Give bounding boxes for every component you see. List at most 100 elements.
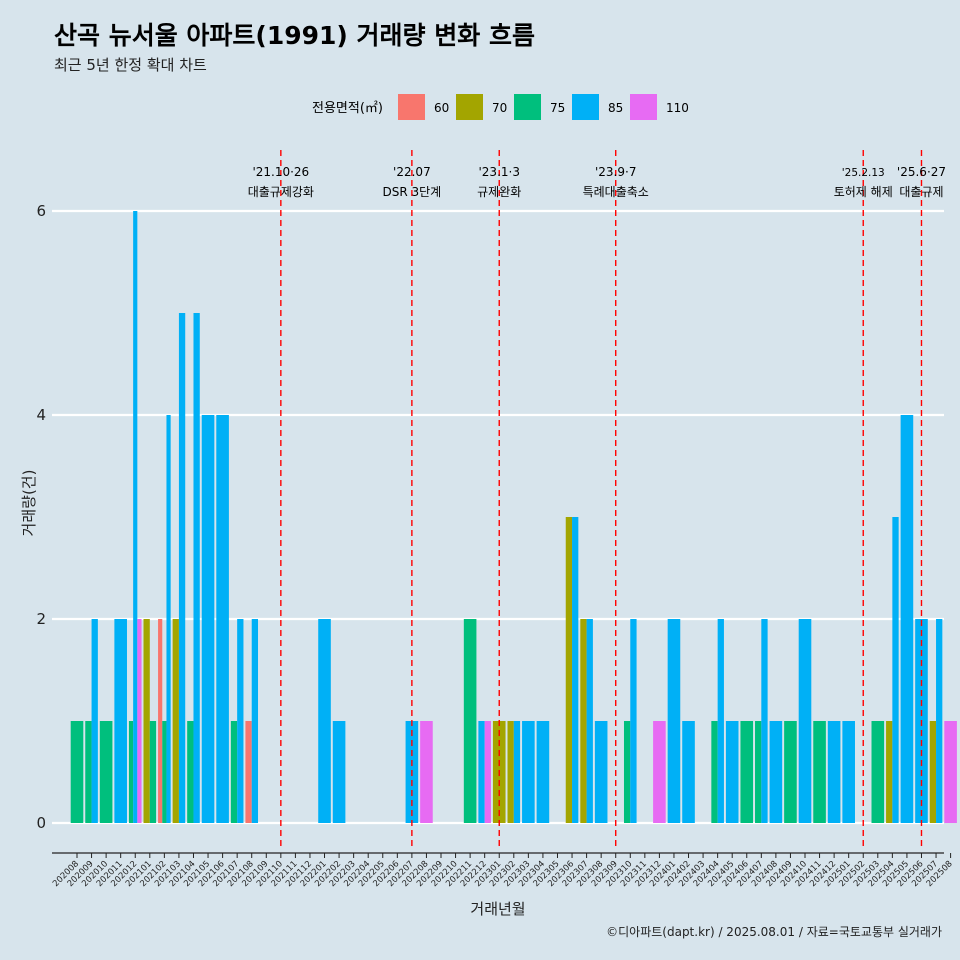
bar-202303-85 <box>522 721 535 823</box>
y-tick-label-6: 6 <box>36 202 46 220</box>
bar-202404-85 <box>717 619 724 823</box>
bar-202012-85 <box>133 211 138 823</box>
bar-202410-85 <box>798 619 812 823</box>
bar-202302-85 <box>513 721 521 823</box>
bar-202108-60 <box>245 721 252 823</box>
bar-202507-70 <box>929 721 937 823</box>
event-date-5: '25.6·27 <box>897 165 946 179</box>
bar-202012-75 <box>128 721 134 823</box>
caption: ©디아파트(dapt.kr) / 2025.08.01 / 자료=국토교통부 실… <box>606 925 942 939</box>
bar-202408-85 <box>769 721 783 823</box>
chart-subtitle: 최근 5년 한정 확대 차트 <box>54 56 207 74</box>
event-label-4: 토허제 해제 <box>834 185 893 199</box>
legend-label-70: 70 <box>492 101 507 115</box>
bar-202101-75 <box>149 721 157 823</box>
event-label-0: 대출규제강화 <box>248 185 314 199</box>
legend-key-70 <box>456 94 483 120</box>
bar-202405-85 <box>725 721 739 823</box>
x-axis-title: 거래년월 <box>470 900 525 918</box>
bar-202101-70 <box>143 619 150 823</box>
bars <box>70 211 957 823</box>
legend-label-60: 60 <box>434 101 449 115</box>
bar-202211-75 <box>463 619 477 823</box>
bar-202505-85 <box>900 415 914 823</box>
y-tick-label-4: 4 <box>36 406 46 424</box>
event-date-0: '21.10·26 <box>252 165 309 179</box>
bar-202407-75 <box>755 721 762 823</box>
bar-202103-85 <box>178 313 186 823</box>
bar-202202-85 <box>332 721 346 823</box>
bar-202504-85 <box>892 517 899 823</box>
bar-202401-85 <box>667 619 681 823</box>
bar-202412-85 <box>827 721 841 823</box>
bar-202212-85 <box>478 721 485 823</box>
bar-202212-110 <box>484 721 491 823</box>
legend-key-75 <box>514 94 541 120</box>
bar-202402-85 <box>682 721 695 823</box>
bar-202201-85 <box>318 619 331 823</box>
bar-202106-85 <box>216 415 229 823</box>
bar-202102-60 <box>158 619 163 823</box>
bar-202507-85 <box>936 619 943 823</box>
bar-202310-75 <box>623 721 631 823</box>
bar-202411-75 <box>813 721 826 823</box>
bar-202011-85 <box>114 619 127 823</box>
bar-202009-75 <box>85 721 92 823</box>
bar-202010-75 <box>99 721 113 823</box>
y-tick-label-2: 2 <box>36 610 46 628</box>
bar-202312-110 <box>653 721 666 823</box>
event-annotations: '21.10·26 대출규제강화 '22.07 DSR 3단계 '23.1·3 규제완화 '… <box>248 165 946 199</box>
bar-202409-75 <box>784 721 797 823</box>
legend-label-75: 75 <box>550 101 565 115</box>
legend-key-85 <box>572 94 599 120</box>
legend-title: 전용면적(㎡) <box>312 101 383 116</box>
bar-202107-75 <box>230 721 238 823</box>
bar-202104-85 <box>193 313 200 823</box>
event-lines <box>280 150 923 850</box>
bar-202310-85 <box>630 619 637 823</box>
y-tick-label-0: 0 <box>36 814 46 832</box>
legend-label-110: 110 <box>666 101 689 115</box>
bar-202308-85 <box>594 721 608 823</box>
bar-202104-75 <box>187 721 194 823</box>
bar-202504-70 <box>886 721 893 823</box>
chart-title: 산곡 뉴서울 아파트(1991) 거래량 변화 흐름 <box>54 21 535 50</box>
bar-202508-110 <box>944 721 957 823</box>
bar-202009-85 <box>91 619 98 823</box>
event-label-2: 규제완화 <box>477 185 521 199</box>
bar-202503-75 <box>871 721 885 823</box>
bar-202406-75 <box>740 721 754 823</box>
event-label-1: DSR 3단계 <box>383 185 442 199</box>
bar-202302-70 <box>507 721 514 823</box>
bar-202307-70 <box>580 619 587 823</box>
legend-key-60 <box>398 94 425 120</box>
event-label-3: 특례대출축소 <box>583 185 649 199</box>
bar-202306-70 <box>565 517 573 823</box>
legend: 전용면적(㎡) 60 70 75 85 110 <box>312 94 689 120</box>
bar-202404-75 <box>711 721 718 823</box>
bar-202103-70 <box>172 619 179 823</box>
bar-202306-85 <box>572 517 579 823</box>
bar-202208-110 <box>420 721 433 823</box>
event-date-2: '23.1·3 <box>479 165 520 179</box>
y-axis-title: 거래량(건) <box>20 470 38 537</box>
bar-202108-85 <box>251 619 259 823</box>
event-date-1: '22.07 <box>393 165 431 179</box>
x-axis: 2020082020092020102020112020122021012021… <box>51 852 955 889</box>
bar-202105-85 <box>201 415 215 823</box>
bar-202012-110 <box>137 619 142 823</box>
bar-202304-85 <box>536 721 550 823</box>
bar-202501-85 <box>842 721 855 823</box>
event-date-4: '25.2.13 <box>842 167 885 179</box>
bar-202407-85 <box>761 619 768 823</box>
event-label-5: 대출규제 <box>899 185 943 199</box>
event-date-3: '23.9·7 <box>595 165 636 179</box>
bar-202102-75 <box>162 721 167 823</box>
legend-label-85: 85 <box>608 101 623 115</box>
y-axis: 0 2 4 6 <box>36 202 46 832</box>
legend-key-110 <box>630 94 657 120</box>
bar-202102-85 <box>166 415 171 823</box>
bar-202107-85 <box>237 619 244 823</box>
bar-202307-85 <box>586 619 593 823</box>
